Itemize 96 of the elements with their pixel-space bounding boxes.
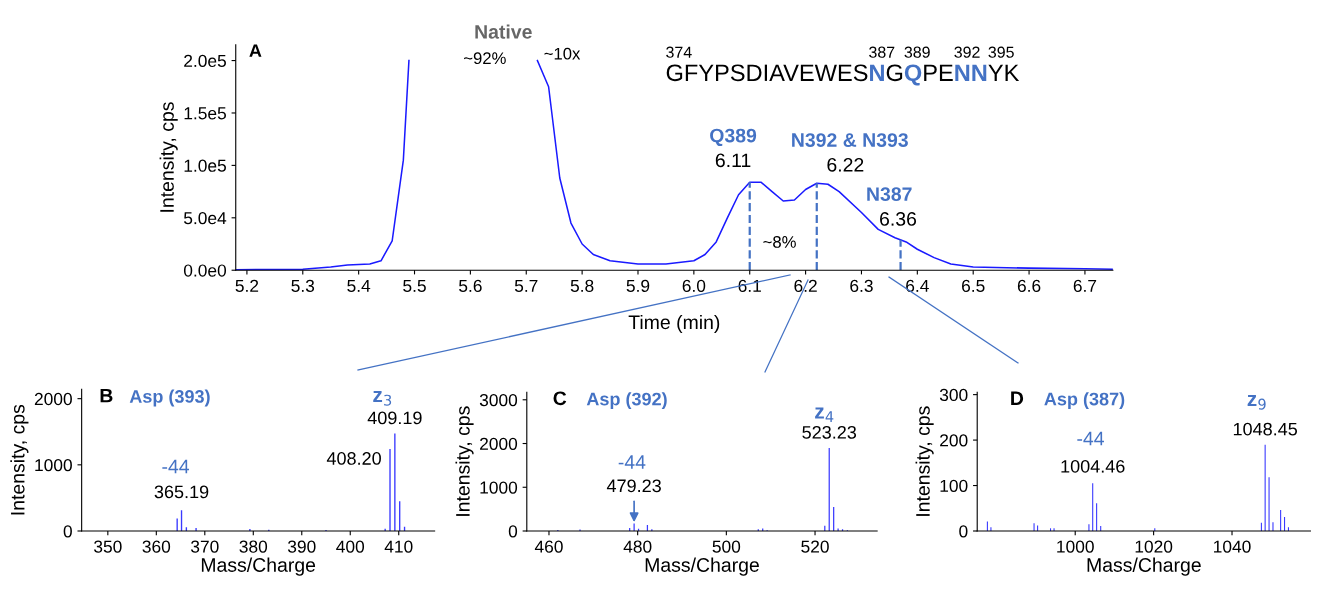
annotation: Q389 [710, 128, 757, 147]
annotation: Asp (393) [129, 389, 210, 407]
x-tick-label: 350 [94, 540, 122, 553]
annotation: z$_{9}$ [1247, 395, 1266, 410]
y-tick-label: 0 [508, 525, 518, 538]
annotation: ~8% [763, 236, 796, 248]
annotation: 389 [904, 46, 930, 58]
x-tick-label: 5.2 [235, 279, 259, 292]
x-tick-label: 6.5 [962, 279, 985, 292]
y-axis-title: Intensity, cps [10, 404, 29, 515]
y-tick-label: 1.0e5 [184, 159, 226, 172]
annotation: 479.23 [606, 479, 661, 493]
annotation: GFYPSDIAVEWES [666, 64, 868, 82]
y-tick-label: 0 [63, 525, 72, 538]
x-tick-label: 460 [534, 540, 563, 553]
x-tick-label: 520 [801, 540, 829, 553]
x-tick-label: 1020 [1135, 540, 1173, 553]
annotation: 6.22 [827, 157, 864, 172]
y-tick-label: 200 [940, 434, 968, 447]
annotation: 374 [666, 46, 692, 58]
y-tick-label: 2000 [480, 437, 518, 450]
y-tick-label: 0 [959, 525, 968, 538]
y-tick-label: 2.0e5 [184, 54, 226, 68]
annotation: z$_{3}$ [373, 391, 392, 406]
x-tick-label: 1040 [1214, 540, 1251, 553]
x-tick-label: 5.4 [347, 279, 371, 292]
y-tick-label: 100 [940, 479, 968, 492]
annotation: 395 [988, 46, 1014, 58]
annotation: YK [988, 64, 1020, 81]
annotation: 392 [954, 46, 980, 58]
y-tick-label: 3000 [479, 393, 518, 407]
x-tick-label: 5.7 [514, 279, 538, 292]
annotation: NN [955, 64, 987, 81]
x-tick-label: 400 [336, 540, 365, 553]
annotation: A [249, 44, 262, 57]
x-tick-label: 370 [190, 540, 219, 553]
x-tick-label: 360 [142, 540, 171, 553]
annotation: 6.11 [715, 153, 751, 168]
annotation: C [553, 391, 567, 406]
x-tick-label: 5.3 [291, 279, 315, 292]
x-tick-label: 6.0 [682, 279, 706, 292]
x-tick-label: 1000 [1057, 540, 1094, 553]
y-axis-title: Intensity, cps [455, 406, 474, 516]
y-tick-label: 1000 [480, 481, 518, 494]
x-axis-title: Mass/Charge [645, 557, 759, 576]
annotation: -44 [618, 455, 646, 469]
annotation: 408.20 [326, 452, 381, 465]
annotation: Q [904, 64, 922, 86]
annotation: Asp (387) [1044, 392, 1125, 409]
annotation: 1004.46 [1061, 459, 1125, 473]
annotation: z$_{4}$ [815, 407, 834, 422]
x-tick-label: 480 [623, 540, 652, 553]
y-axis-title: Intensity, cps [915, 406, 934, 516]
x-tick-label: 6.7 [1073, 279, 1097, 292]
x-tick-label: 380 [239, 540, 268, 553]
x-tick-label: 5.8 [570, 279, 594, 292]
y-tick-label: 300 [939, 388, 968, 402]
annotation: G [886, 64, 903, 82]
text: Native [475, 24, 532, 39]
annotation: D [1011, 391, 1024, 405]
x-axis-title: Time (min) [628, 314, 720, 333]
annotation: N392 & N393 [792, 133, 908, 147]
annotation: PE [924, 64, 953, 81]
x-tick-label: 6.6 [1017, 279, 1041, 292]
annotation: 1048.45 [1233, 422, 1298, 436]
annotation: 6.36 [880, 212, 917, 226]
x-tick-label: 6.1 [738, 279, 761, 292]
x-tick-label: 390 [287, 540, 316, 553]
y-tick-label: 1000 [35, 459, 72, 472]
x-tick-label: 5.6 [459, 279, 482, 292]
annotation: 387 [869, 46, 895, 58]
x-tick-label: 5.5 [403, 279, 426, 292]
annotation: ~92% [464, 52, 506, 65]
x-tick-label: 410 [384, 540, 413, 553]
x-tick-label: 6.4 [906, 279, 929, 292]
x-tick-label: 5.9 [626, 279, 650, 292]
annotation: ~10x [544, 47, 581, 60]
x-axis-title: Mass/Charge [1087, 557, 1201, 576]
x-axis-title: Mass/Charge [201, 557, 316, 576]
y-tick-label: 1.5e5 [184, 107, 226, 120]
annotation: Asp (392) [586, 392, 667, 409]
y-tick-label: 0.0e0 [183, 264, 227, 277]
annotation: -44 [1077, 431, 1104, 446]
x-tick-label: 500 [712, 540, 741, 553]
annotation: 365.19 [154, 485, 209, 499]
y-tick-label: 2000 [34, 392, 72, 406]
x-tick-label: 6.2 [794, 279, 817, 292]
y-axis-title: Intensity, cps [159, 102, 178, 212]
annotation: -44 [162, 459, 190, 474]
annotation: N [870, 64, 884, 81]
annotation: B [100, 388, 113, 403]
annotation: 523.23 [802, 425, 857, 439]
x-tick-label: 6.3 [850, 279, 873, 292]
annotation: N387 [867, 187, 912, 202]
annotation: 409.19 [367, 411, 422, 425]
y-tick-label: 5.0e4 [183, 211, 227, 225]
